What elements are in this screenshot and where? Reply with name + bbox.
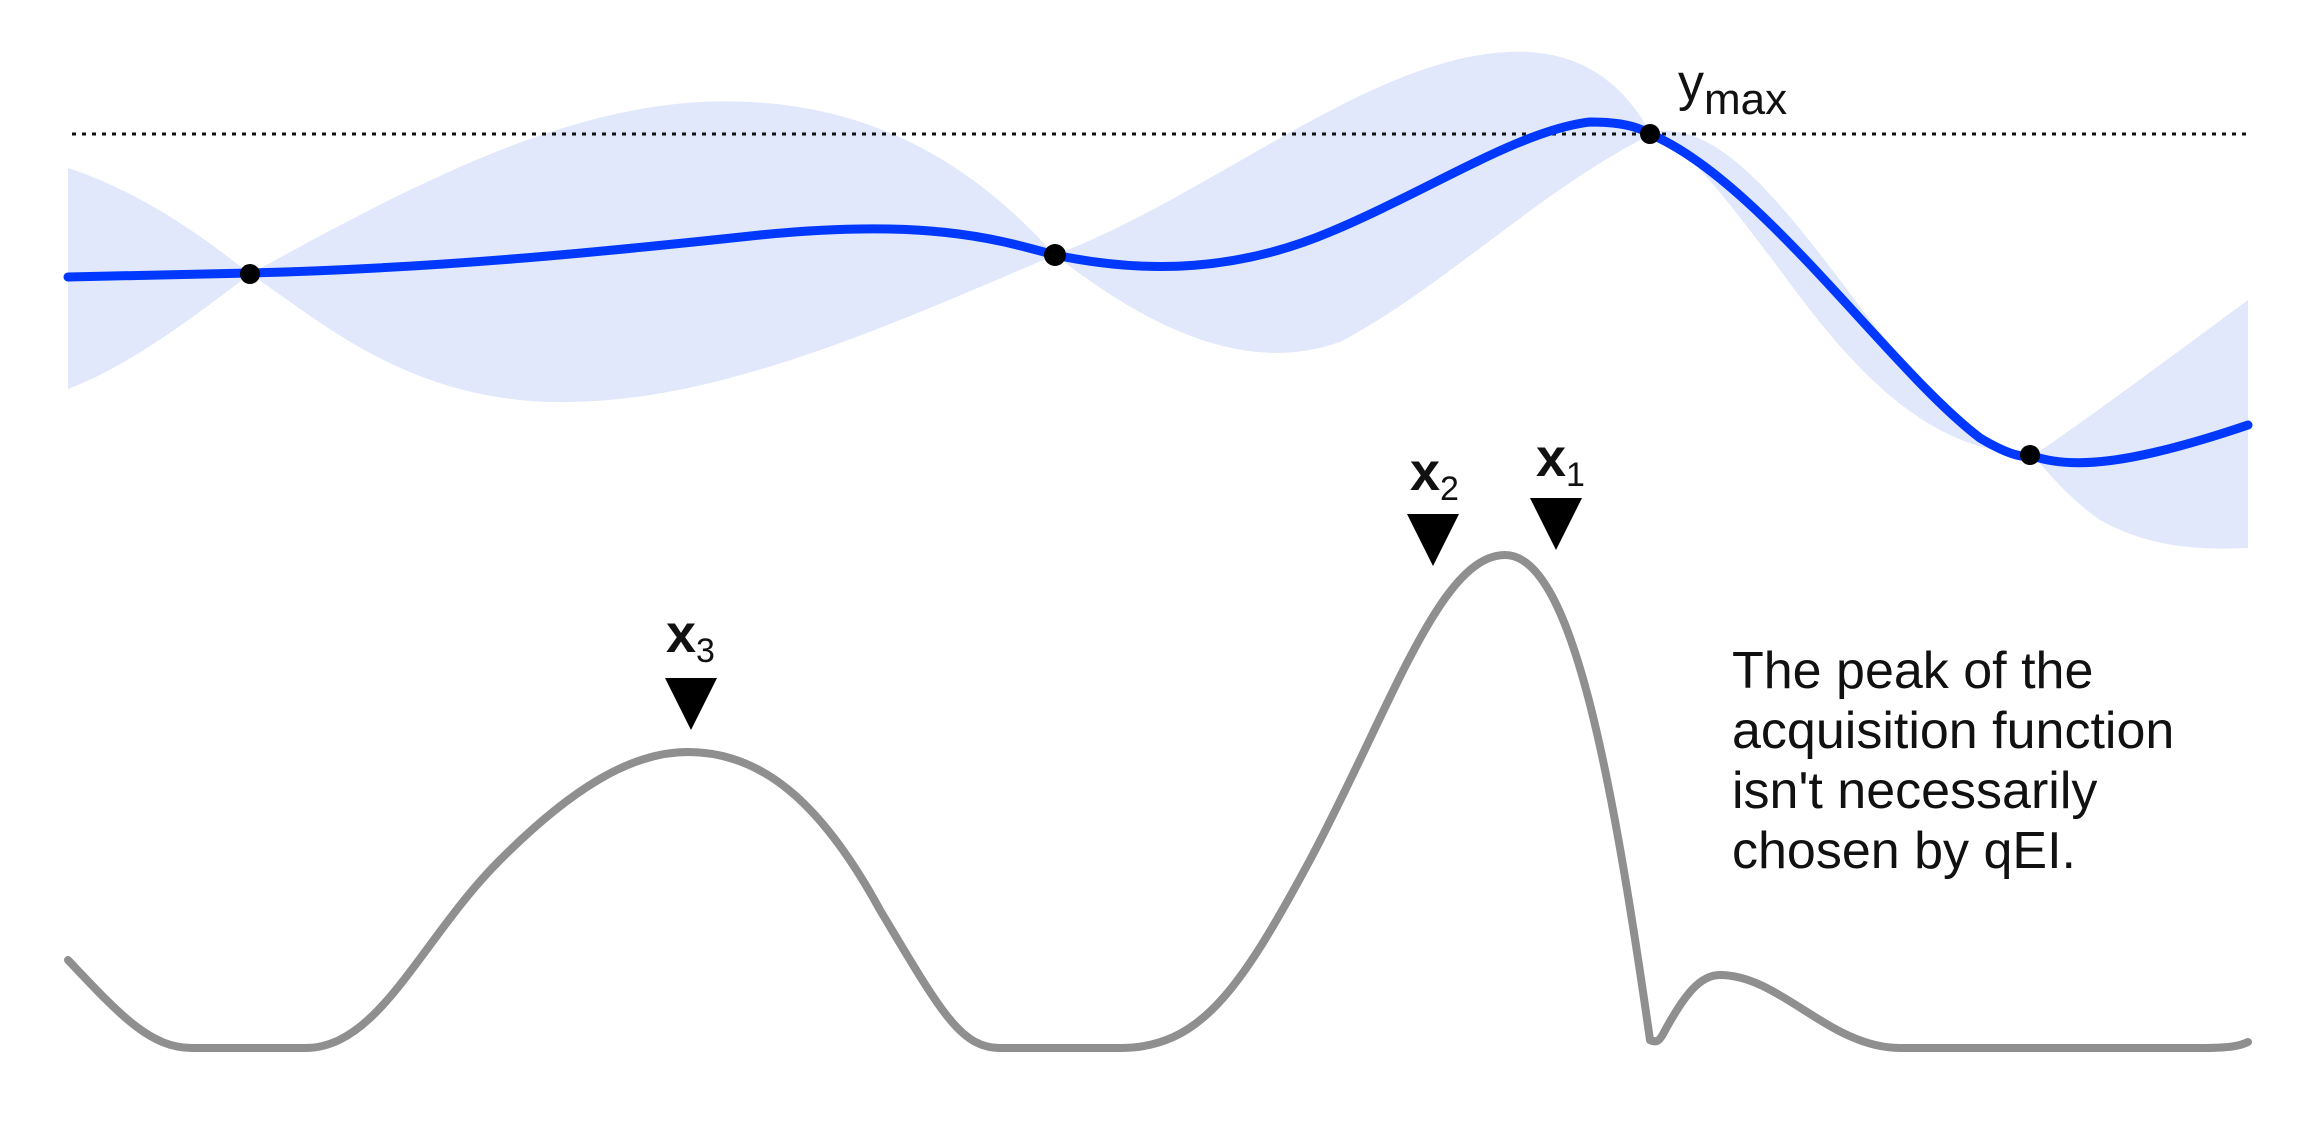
ymax-label-sub: max	[1704, 75, 1787, 124]
candidate-markers	[665, 498, 1582, 730]
caption-line: chosen by qEI.	[1732, 822, 2076, 880]
candidate-x2-label-main: x	[1410, 442, 1440, 502]
caption-text: The peak of the acquisition function isn…	[1732, 642, 2189, 880]
caption-line: acquisition function	[1732, 702, 2174, 760]
observation-point	[1044, 244, 1066, 266]
candidate-x2-marker	[1407, 514, 1459, 566]
observation-point	[1640, 124, 1660, 144]
candidate-x3-marker	[665, 678, 717, 730]
gp-posterior-mean-line	[63, 117, 2253, 468]
candidate-x2-label: x2	[1410, 442, 1459, 508]
candidate-x3-label-sub: 3	[696, 632, 715, 670]
candidate-x1-label: x1	[1536, 428, 1585, 494]
caption-line: The peak of the	[1732, 642, 2093, 700]
caption-line: isn't necessarily	[1732, 762, 2097, 820]
candidate-x1-label-sub: 1	[1566, 456, 1585, 494]
candidate-x1-marker	[1530, 498, 1582, 550]
observation-point	[240, 264, 260, 284]
observations	[240, 124, 2040, 465]
candidate-x3-label-main: x	[666, 604, 696, 664]
candidate-x2-label-sub: 2	[1440, 470, 1459, 508]
ymax-label-main: y	[1678, 54, 1704, 112]
gp-uncertainty-band	[68, 51, 2248, 549]
candidate-x3-label: x3	[666, 604, 715, 670]
ymax-label: ymax	[1678, 54, 1787, 124]
observation-point	[2020, 445, 2040, 465]
acquisition-function-curve	[64, 551, 2252, 1052]
candidate-x1-label-main: x	[1536, 428, 1566, 488]
